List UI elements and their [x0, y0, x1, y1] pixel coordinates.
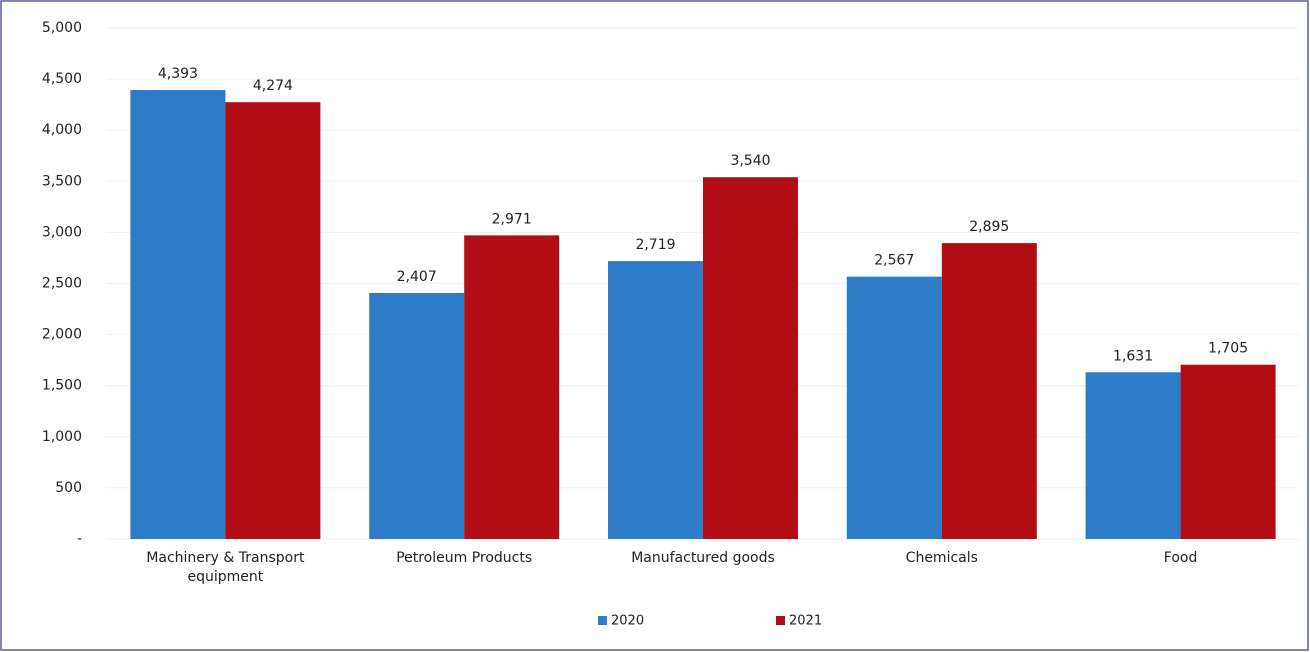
y-tick-label: 3,500	[42, 173, 82, 189]
bar	[369, 293, 465, 539]
x-tick-label-box: Manufactured goods	[631, 550, 775, 566]
y-tick-label: 5,000	[42, 20, 82, 36]
data-label: 2,971	[492, 211, 532, 227]
bar	[608, 261, 703, 539]
x-tick-label: Petroleum Products	[396, 550, 533, 566]
x-tick-label: Manufactured goods	[631, 550, 775, 566]
x-tick-label-box: Machinery & Transport equipment	[146, 550, 305, 585]
x-tick-label: Machinery & Transport equipment	[146, 550, 305, 585]
y-tick-label: 2,000	[42, 327, 82, 343]
y-tick-label: 4,000	[42, 122, 82, 138]
x-tick-label-box: Chemicals	[905, 550, 978, 566]
x-tick-label: Chemicals	[905, 550, 978, 566]
x-tick-label-box: Food	[1163, 550, 1198, 566]
x-tick-label: Food	[1163, 550, 1198, 566]
legend-swatch	[776, 616, 785, 625]
y-tick-label: -	[77, 531, 82, 547]
y-tick-label: 2,500	[42, 276, 82, 292]
data-label: 2,407	[397, 269, 437, 285]
x-tick-label-box: Petroleum Products	[396, 550, 533, 566]
data-label: 2,567	[874, 253, 914, 269]
bar	[846, 276, 942, 539]
legend-label: 2021	[789, 614, 822, 629]
data-label: 3,540	[730, 153, 770, 169]
bar	[941, 243, 1037, 540]
bar	[130, 90, 226, 539]
data-label: 4,393	[158, 66, 198, 82]
data-label: 2,719	[635, 237, 675, 253]
y-tick-label: 3,000	[42, 224, 82, 240]
data-label: 2,895	[969, 219, 1009, 235]
y-tick-label: 1,000	[42, 429, 82, 445]
bar	[1180, 364, 1276, 539]
data-label: 1,705	[1208, 341, 1248, 357]
bar	[225, 102, 321, 539]
y-tick-label: 4,500	[42, 71, 82, 87]
bar	[464, 235, 560, 539]
y-tick-label: 500	[55, 480, 82, 496]
data-label: 1,631	[1113, 348, 1153, 364]
legend-label: 2020	[611, 614, 644, 629]
bar	[703, 177, 798, 539]
data-label: 4,274	[253, 78, 293, 94]
bar	[1085, 372, 1181, 539]
legend-swatch	[598, 616, 607, 625]
y-tick-label: 1,500	[42, 378, 82, 394]
